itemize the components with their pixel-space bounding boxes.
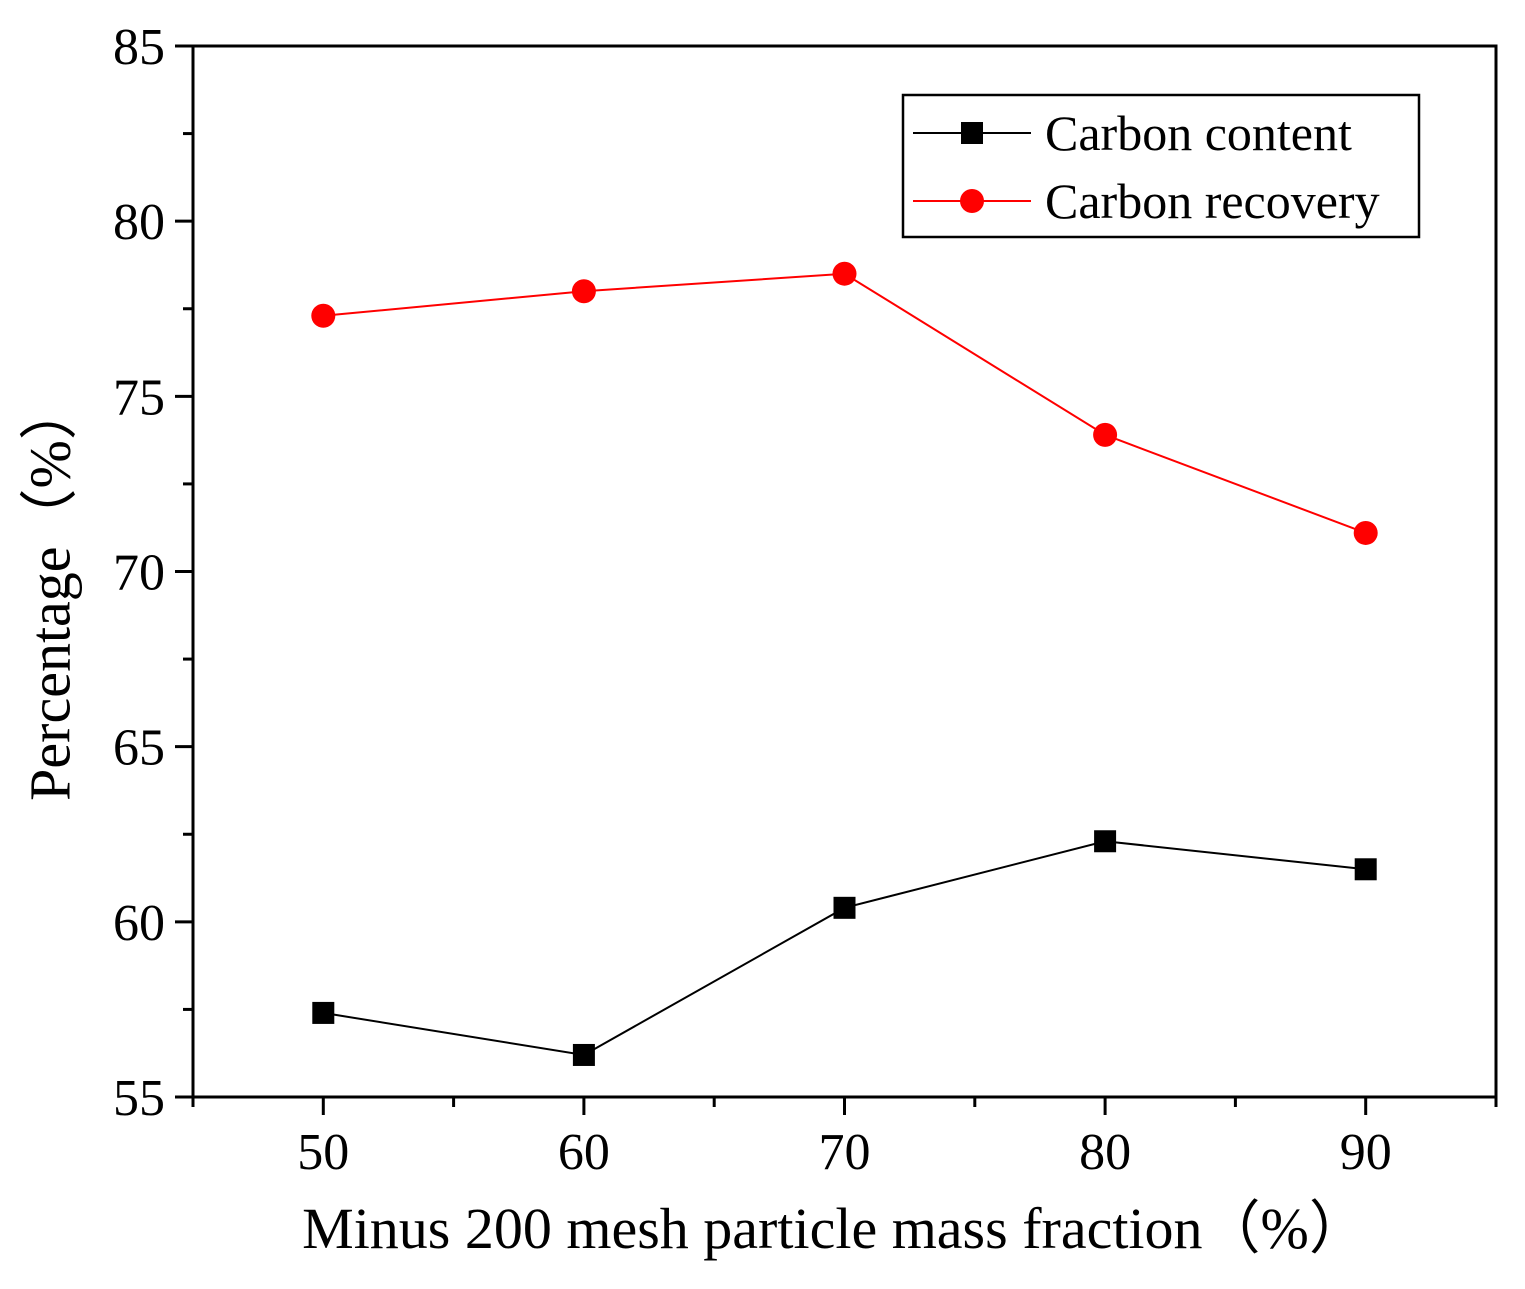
data-point-carbon-recovery xyxy=(1093,422,1118,447)
legend-square-icon xyxy=(961,122,983,144)
y-tick-label: 65 xyxy=(113,720,165,777)
legend-box xyxy=(901,93,1421,239)
x-tick-label: 80 xyxy=(1079,1124,1131,1181)
data-point-carbon-content xyxy=(312,1001,335,1024)
y-tick-label: 55 xyxy=(113,1070,165,1127)
y-axis-title: Percentage（%） xyxy=(17,382,82,801)
legend-label-2: Carbon recovery xyxy=(1045,173,1380,229)
data-point-carbon-recovery xyxy=(1353,520,1378,545)
y-tick-label: 70 xyxy=(113,545,165,602)
x-tick-label: 60 xyxy=(558,1124,610,1181)
legend-circle-icon xyxy=(960,189,984,213)
y-tick-label: 80 xyxy=(113,194,165,251)
data-point-carbon-content xyxy=(833,896,856,919)
axis-ticks-layer: 55 60 65 70 75 80 85 50 60 70 80 90 xyxy=(113,19,1498,1181)
data-point-carbon-recovery xyxy=(571,279,596,304)
series-line-2 xyxy=(323,272,1367,534)
data-point-carbon-content xyxy=(1094,830,1117,853)
data-point-carbon-recovery xyxy=(832,261,857,286)
x-tick-label: 70 xyxy=(819,1124,871,1181)
y-tick-label: 75 xyxy=(113,369,165,426)
y-tick-label: 60 xyxy=(113,895,165,952)
data-point-carbon-content xyxy=(572,1043,595,1066)
series-layer xyxy=(311,261,1378,1066)
legend: Carbon content Carbon recovery xyxy=(901,93,1421,239)
data-point-carbon-content xyxy=(1354,858,1377,881)
y-tick-label: 85 xyxy=(113,19,165,76)
x-tick-label: 50 xyxy=(297,1124,349,1181)
legend-label-1: Carbon content xyxy=(1045,105,1352,161)
data-point-carbon-recovery xyxy=(311,303,336,328)
x-axis-title: Minus 200 mesh particle mass fraction（%） xyxy=(302,1196,1367,1261)
series-line-1 xyxy=(323,840,1366,1057)
x-tick-label: 90 xyxy=(1340,1124,1392,1181)
